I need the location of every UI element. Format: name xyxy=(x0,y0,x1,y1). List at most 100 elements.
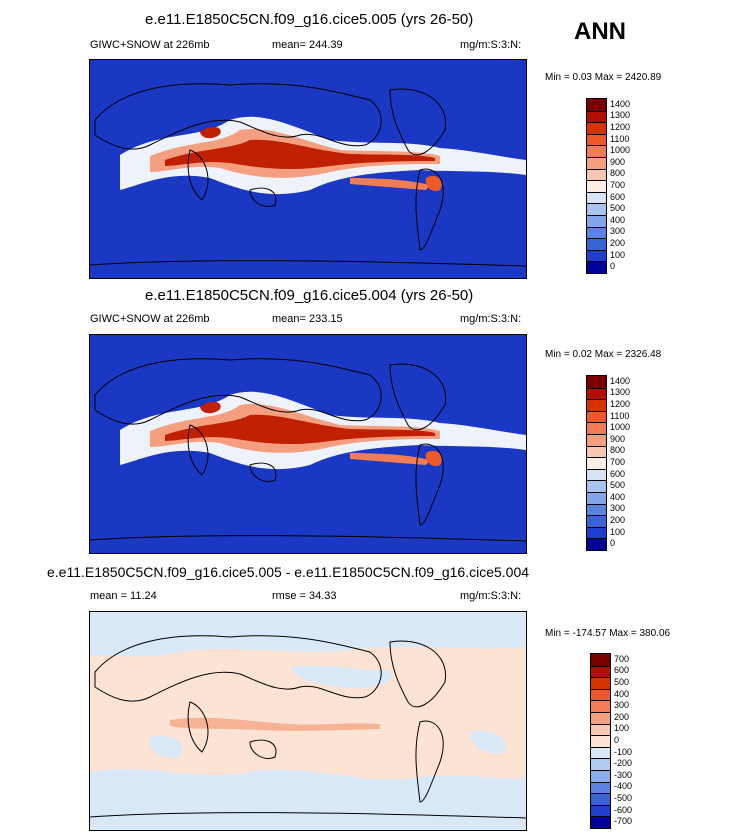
colorbar-tick-label: 0 xyxy=(610,261,616,272)
panel3-rmse-label: rmse = 34.33 xyxy=(272,590,337,602)
colorbar-swatch xyxy=(587,515,606,527)
colorbar-swatch xyxy=(591,804,610,817)
colorbar-tick-label: 100 xyxy=(614,723,630,734)
colorbar-swatch xyxy=(587,434,606,446)
panel1-title: e.e11.E1850C5CN.f09_g16.cice5.005 (yrs 2… xyxy=(145,11,474,28)
panel1-mean-label: mean= 244.39 xyxy=(272,39,343,51)
colorbar-tick-label: 300 xyxy=(614,700,630,711)
panel3-title: e.e11.E1850C5CN.f09_g16.cice5.005 - e.e1… xyxy=(47,564,530,580)
colorbar-swatch xyxy=(591,688,610,701)
colorbar-tick-label: 1000 xyxy=(610,145,631,156)
colorbar-swatch xyxy=(591,746,610,759)
colorbar-swatch xyxy=(587,526,606,539)
colorbar-tick-label: 500 xyxy=(610,203,626,214)
colorbar-tick-label: 600 xyxy=(610,468,626,479)
colorbar-tick-label: 1100 xyxy=(610,410,630,421)
colorbar-tick-label: -200 xyxy=(614,758,633,769)
colorbar-tick-label: 1300 xyxy=(610,110,631,121)
colorbar-tick-label: 200 xyxy=(610,515,626,525)
colorbar-tick-label: 1000 xyxy=(610,422,631,433)
panel2-minmax-label: Min = 0.02 Max = 2326.48 xyxy=(545,349,662,360)
panel3-units-label: mg/m:S:3:N: xyxy=(460,590,522,602)
colorbar-tick-label: 1400 xyxy=(610,375,631,386)
panel3-map xyxy=(89,611,527,831)
colorbar-tick-label: 0 xyxy=(614,735,620,745)
colorbar-tick-label: 400 xyxy=(610,214,626,225)
panel1-colorbar xyxy=(586,98,607,274)
colorbar-swatch xyxy=(587,145,606,157)
colorbar-swatch xyxy=(591,735,610,747)
colorbar-swatch xyxy=(587,492,606,504)
colorbar-tick-label: 600 xyxy=(610,191,626,202)
panel1-minmax-label: Min = 0.03 Max = 2420.89 xyxy=(545,72,662,83)
panel3-colorbar xyxy=(590,653,611,829)
colorbar-tick-label: 1300 xyxy=(610,387,631,398)
colorbar-swatch xyxy=(587,387,606,400)
colorbar-tick-label: 500 xyxy=(614,677,630,687)
colorbar-swatch xyxy=(587,203,606,215)
panel2-variable-label: GIWC+SNOW at 226mb xyxy=(90,313,210,325)
colorbar-swatch xyxy=(587,399,606,411)
colorbar-tick-label: 400 xyxy=(614,688,630,699)
colorbar-tick-label: 700 xyxy=(610,457,626,467)
colorbar-swatch xyxy=(587,122,606,134)
colorbar-swatch xyxy=(587,249,606,262)
colorbar-tick-label: 700 xyxy=(610,180,626,190)
colorbar-tick-label: 500 xyxy=(610,480,626,491)
colorbar-tick-label: 100 xyxy=(610,526,626,537)
colorbar-tick-label: -100 xyxy=(614,746,633,757)
colorbar-swatch xyxy=(587,238,606,250)
panel2-colorbar xyxy=(586,375,607,551)
panel2-title: e.e11.E1850C5CN.f09_g16.cice5.004 (yrs 2… xyxy=(145,287,474,304)
colorbar-tick-label: 0 xyxy=(610,538,616,549)
colorbar-tick-label: 1400 xyxy=(610,98,631,109)
panel1-field xyxy=(90,83,526,267)
panel1-variable-label: GIWC+SNOW at 226mb xyxy=(90,39,210,51)
colorbar-swatch xyxy=(591,723,610,736)
colorbar-swatch xyxy=(591,665,610,678)
colorbar-tick-label: 200 xyxy=(614,711,630,722)
colorbar-tick-label: 300 xyxy=(610,503,626,514)
colorbar-swatch xyxy=(587,410,606,423)
panel2-mean-label: mean= 233.15 xyxy=(272,313,343,325)
colorbar-tick-label: 800 xyxy=(610,168,626,179)
panel1-units-label: mg/m:S:3:N: xyxy=(460,39,522,51)
colorbar-swatch xyxy=(587,468,606,481)
colorbar-tick-label: 200 xyxy=(610,238,626,248)
colorbar-swatch xyxy=(591,677,610,689)
colorbar-tick-label: 800 xyxy=(610,445,626,456)
colorbar-tick-label: 900 xyxy=(610,156,626,167)
colorbar-swatch xyxy=(587,457,606,469)
colorbar-swatch xyxy=(587,261,606,273)
panel2-units-label: mg/m:S:3:N: xyxy=(460,313,522,325)
colorbar-swatch xyxy=(587,157,606,169)
colorbar-tick-label: 100 xyxy=(610,249,626,260)
panel1-map xyxy=(89,59,527,279)
colorbar-swatch xyxy=(587,110,606,123)
colorbar-tick-label: 900 xyxy=(610,433,626,444)
colorbar-tick-label: -600 xyxy=(614,804,633,815)
panel3-field xyxy=(90,612,526,830)
colorbar-tick-label: 1200 xyxy=(610,122,631,132)
colorbar-tick-label: -700 xyxy=(614,816,633,827)
colorbar-swatch xyxy=(587,180,606,192)
panel2-field xyxy=(90,358,526,542)
colorbar-tick-label: 1100 xyxy=(610,133,630,144)
colorbar-swatch xyxy=(587,480,606,492)
colorbar-swatch xyxy=(591,816,610,828)
colorbar-tick-label: 400 xyxy=(610,491,626,502)
colorbar-swatch xyxy=(591,770,610,782)
colorbar-tick-label: -400 xyxy=(614,781,633,792)
colorbar-swatch xyxy=(587,99,606,111)
colorbar-swatch xyxy=(587,538,606,550)
colorbar-swatch xyxy=(587,226,606,239)
colorbar-swatch xyxy=(591,781,610,794)
colorbar-tick-label: -300 xyxy=(614,769,633,780)
colorbar-tick-label: -500 xyxy=(614,793,633,803)
colorbar-tick-label: 1200 xyxy=(610,399,631,409)
colorbar-tick-label: 700 xyxy=(614,653,630,664)
colorbar-swatch xyxy=(591,700,610,712)
colorbar-swatch xyxy=(591,758,610,770)
colorbar-swatch xyxy=(587,445,606,458)
colorbar-tick-label: 600 xyxy=(614,665,630,676)
